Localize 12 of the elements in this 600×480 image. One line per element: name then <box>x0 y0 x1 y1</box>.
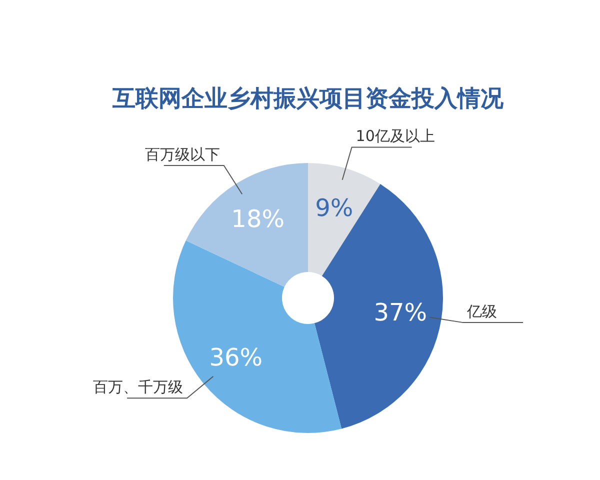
slice-label: 亿级 <box>466 302 498 321</box>
data-label: 9% <box>315 194 354 222</box>
donut-slice <box>186 163 308 287</box>
donut-slice <box>314 184 443 429</box>
chart-title: 互联网企业乡村振兴项目资金投入情况 <box>112 86 504 112</box>
data-label: 36% <box>209 344 263 372</box>
slice-label: 百万、千万级 <box>93 378 184 396</box>
donut-slice <box>308 163 380 276</box>
data-label: 18% <box>231 204 285 233</box>
data-label: 37% <box>374 298 428 327</box>
slice-label: 10亿及以上 <box>356 127 435 146</box>
slice-label: 百万级以下 <box>144 145 220 164</box>
